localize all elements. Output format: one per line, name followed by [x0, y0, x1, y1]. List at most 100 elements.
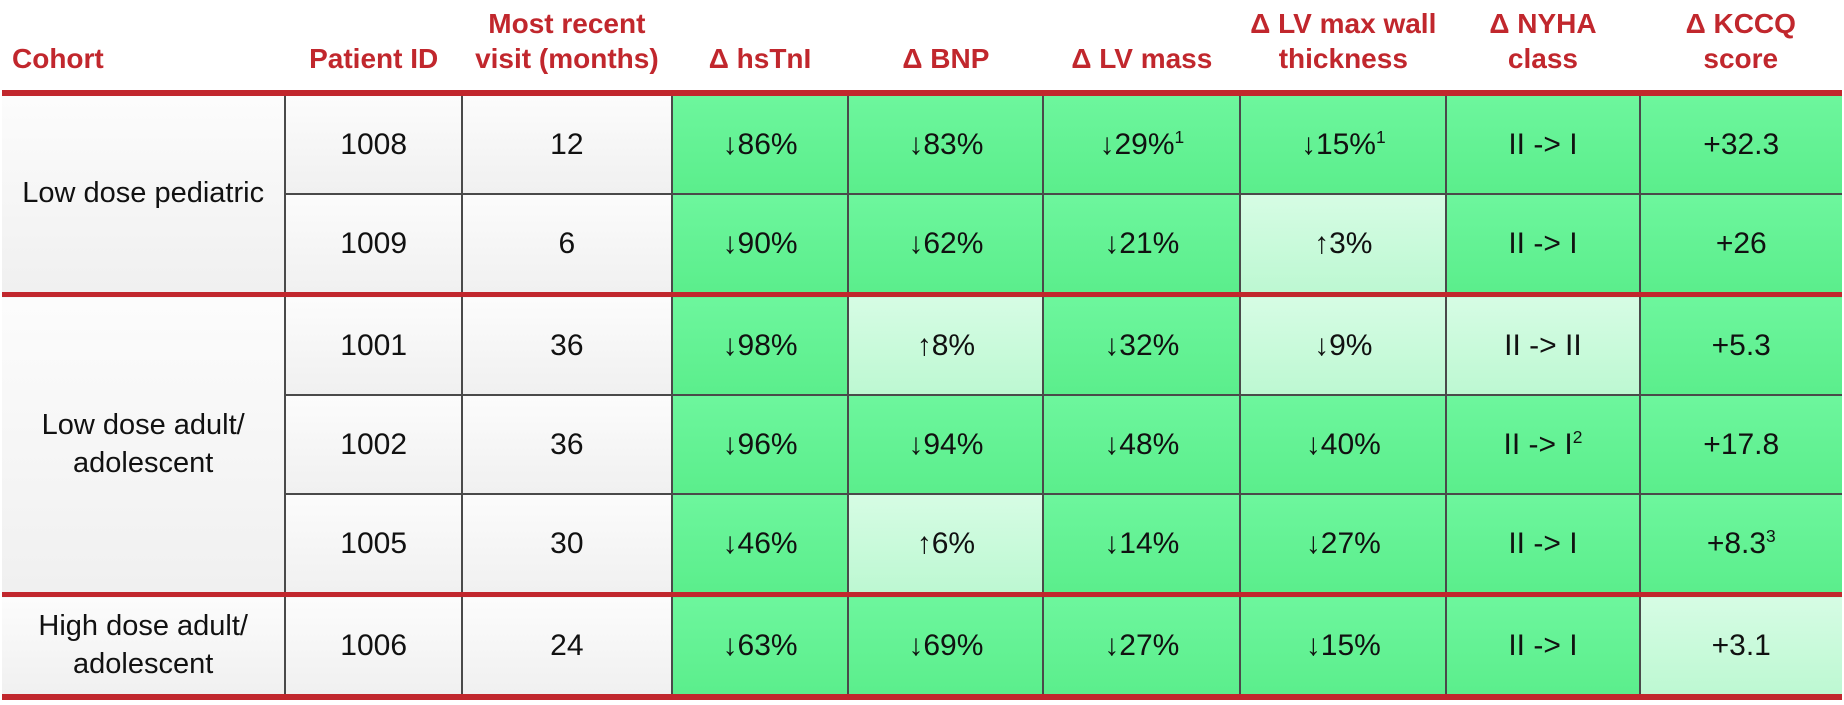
metric-value: +3.1	[1711, 628, 1771, 662]
metric-cell-nyha: II -> II	[1445, 292, 1641, 396]
column-header-lv-wall-thickness: Δ LV max wall thickness	[1240, 0, 1447, 96]
metric-cell-lv-mass: ↓14%	[1042, 493, 1242, 596]
metric-value: ↓63%	[722, 628, 798, 662]
metric-value: ↓14%	[1104, 526, 1180, 560]
metric-value: ↓86%	[722, 127, 798, 161]
metric-cell-nyha: II -> I	[1445, 92, 1641, 195]
metric-value: ↓15%	[1300, 127, 1376, 161]
column-header-nyha: Δ NYHA class	[1446, 0, 1640, 96]
cohort-cell: Low dose adult/ adolescent	[2, 292, 287, 596]
metric-value: +17.8	[1703, 427, 1780, 461]
column-header-bnp: Δ BNP	[848, 0, 1044, 96]
visit-months-cell: 30	[460, 493, 673, 596]
metric-value: ↑8%	[916, 328, 976, 362]
table-row: Low dose adult/ adolescent 1001 36 ↓98% ↑8% ↓…	[2, 292, 1842, 596]
header-row: Cohort Patient ID Most recent visit (mon…	[2, 0, 1842, 96]
metric-value: II -> I	[1508, 628, 1578, 662]
metric-value: +5.3	[1711, 328, 1771, 362]
visit-months-cell: 6	[460, 193, 673, 296]
metric-cell-bnp: ↑6%	[847, 493, 1045, 596]
metric-cell-hstni: ↓96%	[670, 394, 850, 495]
cohort-cell: Low dose pediatric	[2, 92, 287, 296]
patient-id-cell: 1005	[285, 493, 463, 596]
metric-cell-lv-mass: ↓29%1	[1042, 92, 1242, 195]
metric-value: ↑6%	[916, 526, 976, 560]
metric-value: ↓96%	[722, 427, 798, 461]
metric-cell-bnp: ↓94%	[847, 394, 1045, 495]
metric-cell-kccq: +8.33	[1638, 493, 1842, 596]
metric-value: +26	[1715, 226, 1767, 260]
footnote-marker: 1	[1375, 126, 1386, 147]
metric-value: II -> I	[1508, 226, 1578, 260]
metric-value: ↓83%	[908, 127, 984, 161]
metric-cell-bnp: ↓83%	[847, 92, 1045, 195]
visit-months-cell: 36	[460, 394, 673, 495]
metric-value: ↓9%	[1314, 328, 1373, 362]
metric-cell-kccq: +17.8	[1638, 394, 1842, 495]
metric-value: +8.3	[1706, 526, 1767, 560]
table-row: 1009 6 ↓90% ↓62% ↓21% ↑3% II -> I +26	[2, 193, 1842, 296]
metric-cell-lv-wall-thickness: ↑3%	[1239, 193, 1448, 296]
metric-value: ↓29%	[1099, 127, 1175, 161]
metric-value: ↓98%	[722, 328, 798, 362]
metric-value: II -> II	[1504, 328, 1582, 362]
metric-cell-lv-mass: ↓32%	[1042, 292, 1242, 396]
metric-cell-lv-wall-thickness: ↓9%	[1239, 292, 1448, 396]
metric-value: II -> I	[1508, 127, 1578, 161]
metric-value: ↓94%	[908, 427, 984, 461]
metric-value: ↑3%	[1314, 226, 1373, 260]
metric-cell-lv-wall-thickness: ↓40%	[1239, 394, 1448, 495]
metric-value: ↓62%	[908, 226, 984, 260]
metric-value: II -> I	[1508, 526, 1578, 560]
metric-cell-bnp: ↑8%	[847, 292, 1045, 396]
metric-value: ↓27%	[1104, 628, 1180, 662]
metric-cell-lv-wall-thickness: ↓15%	[1239, 592, 1448, 698]
visit-months-cell: 36	[460, 292, 673, 396]
metric-value: ↓21%	[1104, 226, 1180, 260]
metric-cell-hstni: ↓46%	[670, 493, 850, 596]
metric-value: ↓15%	[1305, 628, 1381, 662]
patient-id-cell: 1009	[285, 193, 463, 296]
metric-value: ↓48%	[1104, 427, 1180, 461]
footnote-marker: 2	[1572, 426, 1583, 447]
metric-cell-lv-mass: ↓21%	[1042, 193, 1242, 296]
metric-value: II -> I	[1503, 427, 1573, 461]
column-header-hstni: Δ hsTnI	[671, 0, 849, 96]
metric-cell-hstni: ↓98%	[670, 292, 850, 396]
metric-cell-lv-wall-thickness: ↓27%	[1239, 493, 1448, 596]
metric-cell-nyha: II -> I2	[1445, 394, 1641, 495]
metric-cell-nyha: II -> I	[1445, 193, 1641, 296]
metric-value: ↓90%	[722, 226, 798, 260]
footnote-marker: 1	[1174, 126, 1185, 147]
metric-cell-kccq: +3.1	[1638, 592, 1842, 698]
metric-value: ↓40%	[1305, 427, 1381, 461]
metric-cell-hstni: ↓86%	[670, 92, 850, 195]
table-row: 1005 30 ↓46% ↑6% ↓14% ↓27% II -> I +8.33	[2, 493, 1842, 596]
visit-months-cell: 12	[460, 92, 673, 195]
column-header-kccq: Δ KCCQ score	[1639, 0, 1842, 96]
metric-value: ↓46%	[722, 526, 798, 560]
metric-cell-lv-wall-thickness: ↓15%1	[1239, 92, 1448, 195]
metric-cell-hstni: ↓63%	[670, 592, 850, 698]
metric-value: ↓69%	[908, 628, 984, 662]
patient-id-cell: 1008	[284, 92, 463, 195]
patient-id-cell: 1002	[285, 394, 463, 495]
table-row: 1002 36 ↓96% ↓94% ↓48% ↓40% II -> I2 +17.8	[2, 394, 1842, 495]
metric-value: +32.3	[1703, 127, 1780, 161]
metric-cell-nyha: II -> I	[1445, 592, 1641, 698]
table-row: Low dose pediatric 1008 12 ↓86% ↓83% ↓29%1 ↓15…	[2, 92, 1842, 296]
column-header-cohort: Cohort	[2, 0, 286, 96]
cohort-group: Low dose pediatric 1008 12 ↓86% ↓83% ↓29%1 ↓15…	[2, 92, 1842, 296]
patient-id-cell: 1001	[284, 292, 463, 396]
cohort-group: Low dose adult/ adolescent 1001 36 ↓98% ↑8% ↓…	[2, 292, 1842, 596]
visit-months-cell: 24	[460, 592, 673, 698]
metric-cell-lv-mass: ↓27%	[1042, 592, 1242, 698]
footnote-marker: 3	[1766, 525, 1776, 546]
metric-cell-kccq: +26	[1638, 193, 1842, 296]
metric-cell-nyha: II -> I	[1445, 493, 1641, 596]
metric-cell-bnp: ↓62%	[847, 193, 1045, 296]
metric-value: ↓32%	[1104, 328, 1180, 362]
metric-cell-bnp: ↓69%	[847, 592, 1045, 698]
column-header-lv-mass: Δ LV mass	[1043, 0, 1241, 96]
